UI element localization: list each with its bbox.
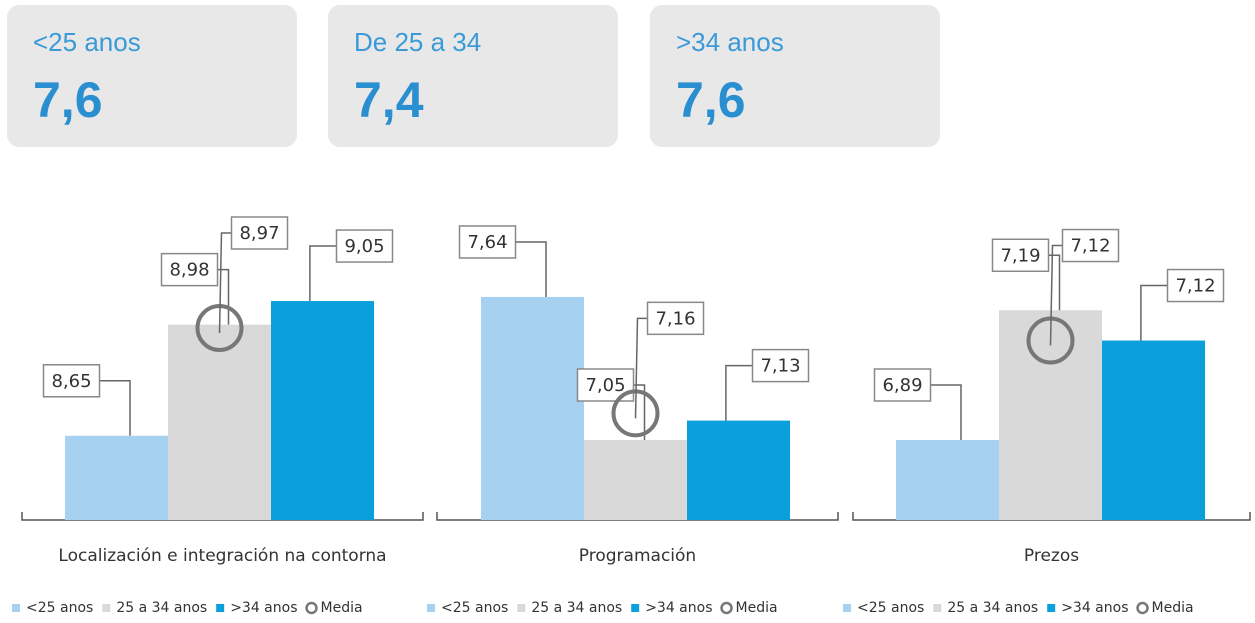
legend-label: <25 anos [441, 600, 508, 616]
leader-line [725, 364, 753, 421]
leader-line [1048, 254, 1061, 311]
bar [584, 440, 687, 520]
kpi-card: De 25 a 34 7,4 [328, 5, 618, 147]
card-value: 7,6 [33, 72, 103, 128]
value-label: 9,05 [344, 236, 384, 257]
bar [168, 324, 271, 520]
value-label-box [1061, 228, 1120, 263]
kpi-card: >34 anos 7,6 [650, 5, 940, 147]
leader-line [309, 245, 337, 302]
legend-label: <25 anos [26, 600, 93, 616]
legend-label: <25 anos [857, 600, 924, 616]
legend-marker [720, 601, 733, 615]
value-label-box [42, 364, 101, 398]
category-label: Programación [579, 546, 696, 566]
value-label-box [160, 252, 219, 287]
value-label: 8,98 [169, 260, 209, 281]
card-label: >34 anos [676, 27, 784, 57]
value-label: 7,13 [760, 356, 800, 377]
value-label-box [873, 368, 932, 402]
value-label-box [230, 216, 289, 250]
value-label: 7,19 [1000, 245, 1040, 266]
legend-label: Media [1152, 600, 1194, 616]
kpi-card: <25 anos 7,6 [7, 5, 297, 147]
legend-label: Media [321, 600, 363, 616]
legend-swatch [1047, 604, 1056, 612]
value-label: 7,16 [655, 308, 695, 329]
value-label-box [646, 301, 705, 336]
value-label: 6,89 [882, 375, 922, 396]
leader-line [1140, 284, 1168, 341]
value-label: 8,65 [51, 371, 91, 392]
card-value: 7,6 [676, 72, 746, 128]
legend-label: 25 a 34 anos [531, 600, 622, 616]
legend-swatch [12, 604, 20, 612]
leader-line [634, 317, 648, 419]
value-label-box [458, 225, 517, 259]
legend-label: 25 a 34 anos [947, 600, 1038, 616]
category-label: Prezos [1024, 546, 1079, 566]
leader-line [633, 384, 646, 440]
value-label-box [1166, 268, 1225, 303]
legend-swatch [102, 604, 111, 612]
bar [271, 301, 374, 520]
bar [896, 440, 999, 520]
value-label: 7,64 [467, 232, 507, 253]
value-label: 7,12 [1070, 236, 1110, 257]
legend-label: Media [736, 600, 778, 616]
value-label-box [335, 229, 394, 263]
legend-label: 25 a 34 anos [116, 600, 207, 616]
legend-label: >34 anos [1061, 600, 1128, 616]
value-label: 7,12 [1175, 276, 1215, 297]
card-label: <25 anos [33, 27, 141, 57]
value-label-box [991, 238, 1050, 273]
card-value: 7,4 [354, 72, 424, 128]
bar [65, 435, 168, 520]
card-label: De 25 a 34 [354, 27, 482, 57]
bar [481, 296, 584, 520]
value-label-box [751, 348, 810, 383]
legend-swatch [517, 604, 526, 612]
value-label: 7,05 [585, 375, 625, 396]
bar [687, 420, 790, 520]
legend-swatch [933, 604, 942, 612]
legend-label: >34 anos [645, 600, 712, 616]
legend-swatch [216, 604, 225, 612]
legend-swatch [843, 604, 851, 612]
legend-label: >34 anos [230, 600, 297, 616]
category-label: Localización e integración na contorna [58, 546, 386, 566]
leader-line [515, 241, 547, 297]
legend-marker [305, 601, 318, 615]
leader-line [930, 384, 962, 440]
value-label: 8,97 [239, 223, 279, 244]
legend-swatch [427, 604, 435, 612]
legend-marker [1136, 601, 1149, 615]
bar [1102, 340, 1205, 520]
leader-line [99, 380, 131, 436]
leader-line [218, 232, 232, 334]
legend-swatch [631, 604, 640, 612]
leader-line [1049, 244, 1063, 346]
